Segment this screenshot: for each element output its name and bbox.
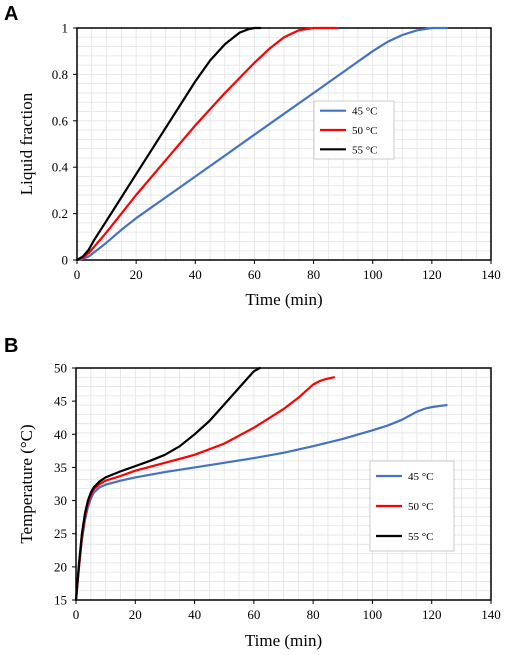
x-tick-label: 40 [189, 267, 202, 282]
y-tick-label: 0.4 [52, 160, 69, 175]
panel-b: B 0 20 40 60 80 100 120 140 15 20 25 30 35 40 45 50 Tim… [4, 335, 501, 650]
x-tick-label: 20 [129, 607, 142, 622]
y-tick-label: 45 [54, 394, 67, 409]
panel-b-x-axis-title: Time (min) [245, 631, 322, 650]
panel-a-letter: A [4, 3, 18, 25]
y-tick-label: 35 [54, 460, 67, 475]
series-line [75, 26, 339, 262]
legend-label: 50 °C [352, 125, 378, 137]
legend-label: 45 °C [408, 471, 434, 483]
y-tick-label: 20 [54, 559, 67, 574]
panel-a-y-axis-title: Liquid fraction [17, 92, 36, 195]
x-tick-label: 140 [481, 607, 501, 622]
panel-b-ticks: 0 20 40 60 80 100 120 140 15 20 25 30 35 40 45 50 [54, 361, 501, 623]
y-tick-label: 40 [54, 427, 67, 442]
panel-b-series [74, 366, 448, 602]
x-tick-label: 60 [248, 267, 261, 282]
panel-a-grid [77, 28, 491, 260]
legend-label: 50 °C [408, 501, 434, 513]
x-tick-label: 0 [74, 267, 81, 282]
panel-a-legend: 45 °C 50 °C 55 °C [313, 100, 395, 160]
panel-b-y-axis-title: Temperature (°C) [17, 424, 36, 543]
y-tick-label: 30 [54, 493, 67, 508]
x-tick-label: 40 [188, 607, 201, 622]
x-tick-label: 100 [363, 607, 383, 622]
panel-a-plot-area [76, 27, 492, 261]
y-tick-label: 50 [54, 361, 67, 376]
panel-a-series [75, 26, 448, 262]
x-tick-label: 60 [247, 607, 260, 622]
x-tick-label: 100 [363, 267, 383, 282]
y-tick-label: 0 [62, 253, 69, 268]
series-line [75, 26, 262, 262]
x-tick-label: 120 [422, 267, 442, 282]
panel-a-x-axis-title: Time (min) [245, 290, 322, 309]
y-tick-label: 0.6 [52, 113, 69, 128]
x-tick-label: 20 [130, 267, 143, 282]
x-tick-label: 80 [307, 607, 320, 622]
panel-b-legend: 45 °C 50 °C 55 °C [369, 460, 455, 552]
y-tick-label: 25 [54, 526, 67, 541]
legend-label: 45 °C [352, 106, 378, 118]
y-tick-label: 1 [62, 21, 69, 36]
panel-a-ticks: 0 20 40 60 80 100 120 140 0 0.2 0.4 0.6 0.8 1 [52, 21, 501, 283]
y-tick-label: 15 [54, 593, 67, 608]
series-line [75, 26, 448, 262]
y-tick-label: 0.2 [52, 206, 68, 221]
x-tick-label: 0 [73, 607, 80, 622]
panel-b-letter: B [4, 335, 18, 357]
x-tick-label: 120 [422, 607, 442, 622]
legend-label: 55 °C [408, 531, 434, 543]
series-line [74, 366, 261, 602]
panel-a: A 0 20 40 60 80 100 120 140 0 0.2 0.4 0.6 0.8 1 Time … [4, 3, 501, 309]
x-tick-label: 140 [481, 267, 501, 282]
y-tick-label: 0.8 [52, 67, 68, 82]
legend-label: 55 °C [352, 144, 378, 156]
panel-b-plot-area [75, 367, 492, 601]
x-tick-label: 80 [307, 267, 320, 282]
